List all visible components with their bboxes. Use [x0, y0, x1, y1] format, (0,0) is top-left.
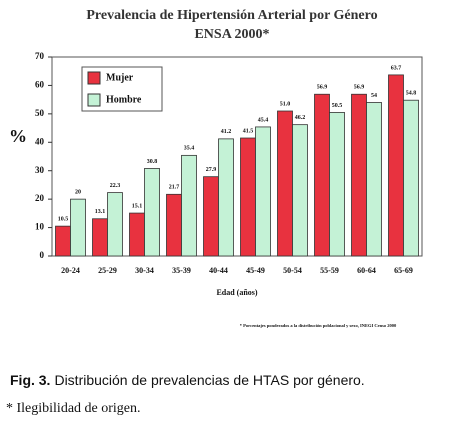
legend-label: Mujer — [106, 72, 134, 83]
footnote: * Porcentajes ponderados a la distribuci… — [240, 323, 397, 328]
value-label: 13.1 — [95, 209, 106, 215]
x-axis-label: Edad (años) — [216, 288, 257, 297]
x-tick-label: 50-54 — [283, 266, 302, 275]
x-tick-label: 30-34 — [135, 266, 154, 275]
y-axis-label: % — [9, 126, 27, 146]
x-tick-label: 60-64 — [357, 266, 376, 275]
value-label: 30.8 — [147, 159, 158, 165]
bar — [144, 168, 160, 257]
value-label: 56.9 — [317, 85, 328, 91]
y-tick-label: 0 — [40, 250, 45, 260]
value-label: 46.2 — [295, 115, 306, 121]
bar — [240, 137, 256, 257]
value-label: 41.5 — [243, 128, 254, 134]
x-tick-label: 35-39 — [172, 266, 191, 275]
bar — [70, 198, 86, 257]
caption-note: * Ilegibilidad de origen. — [6, 401, 141, 416]
bar — [388, 74, 404, 257]
caption-text: Distribución de prevalencias de HTAS por… — [54, 372, 364, 388]
x-tick-label: 25-29 — [98, 266, 117, 275]
value-label: 51.0 — [280, 101, 291, 107]
value-label: 21.7 — [169, 185, 180, 191]
bar — [92, 218, 108, 257]
bar — [181, 154, 197, 257]
bar — [351, 93, 367, 257]
value-label: 27.9 — [206, 167, 217, 173]
x-tick-label: 40-44 — [209, 266, 228, 275]
legend-swatch — [87, 71, 101, 85]
bar — [277, 110, 293, 257]
value-label: 56.9 — [354, 85, 365, 91]
value-label: 15.1 — [132, 203, 143, 209]
bar — [203, 176, 219, 257]
y-tick-label: 10 — [35, 222, 45, 232]
chart-subtitle: ENSA 2000* — [194, 27, 269, 42]
bar — [329, 112, 345, 257]
x-tick-label: 45-49 — [246, 266, 265, 275]
caption-label: Fig. 3. — [10, 372, 50, 388]
bar — [166, 193, 182, 257]
legend-label: Hombre — [106, 94, 142, 105]
value-label: 22.3 — [110, 183, 121, 189]
value-label: 54.8 — [406, 91, 417, 97]
bar — [255, 126, 271, 257]
value-label: 10.5 — [58, 217, 69, 223]
legend-swatch — [87, 93, 101, 107]
plot-frame — [51, 56, 423, 257]
x-tick-label: 20-24 — [61, 266, 80, 275]
bar — [403, 99, 419, 257]
bar — [366, 102, 382, 257]
bar — [314, 93, 330, 257]
x-tick-label: 55-59 — [320, 266, 339, 275]
value-label: 35.4 — [184, 146, 195, 152]
value-label: 50.5 — [332, 103, 343, 109]
y-tick-label: 60 — [35, 79, 45, 89]
value-label: 20 — [75, 190, 81, 196]
value-label: 45.4 — [258, 117, 269, 123]
value-label: 63.7 — [391, 65, 402, 71]
caption: Fig. 3. Distribución de prevalencias de … — [10, 372, 365, 389]
x-tick-label: 65-69 — [394, 266, 413, 275]
chart-title: Prevalencia de Hipertensión Arterial por… — [86, 8, 377, 23]
bar — [55, 225, 71, 257]
bar — [107, 192, 123, 257]
y-tick-label: 20 — [35, 193, 45, 203]
y-tick-label: 70 — [35, 51, 45, 61]
value-label: 41.2 — [221, 129, 232, 135]
y-tick-label: 40 — [35, 136, 45, 146]
bar — [129, 212, 145, 257]
value-label: 54 — [371, 93, 377, 99]
bar — [292, 124, 308, 257]
bar — [218, 138, 234, 257]
y-tick-label: 50 — [35, 108, 45, 118]
y-tick-label: 30 — [35, 165, 45, 175]
